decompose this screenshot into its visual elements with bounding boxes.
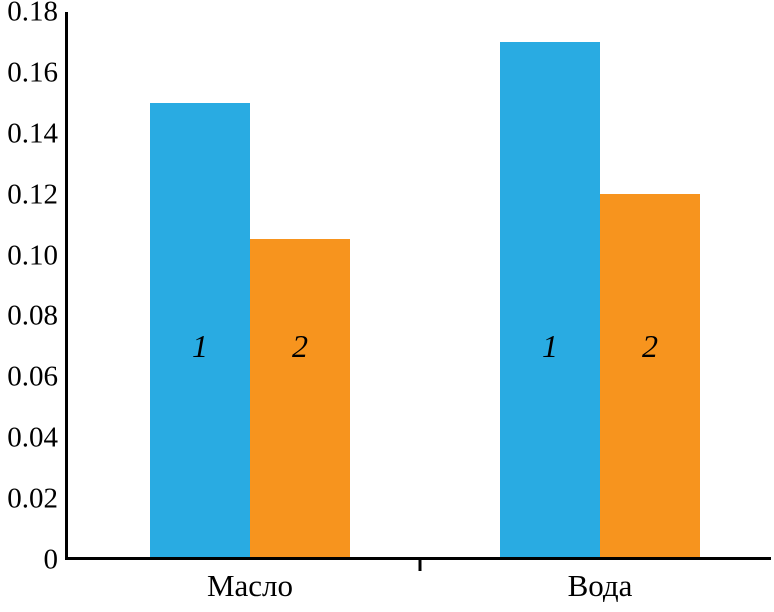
bar-series-1-group-2: 1 bbox=[500, 42, 600, 557]
x-axis-labels: Масло Вода bbox=[68, 568, 771, 612]
x-axis-tick bbox=[418, 557, 421, 571]
bar-series-label: 2 bbox=[642, 328, 658, 364]
y-tick-label: 0.08 bbox=[7, 299, 58, 332]
bar-series-label: 1 bbox=[192, 328, 208, 364]
bar-series-1-group-1: 1 bbox=[150, 102, 250, 557]
y-tick-label: 0.02 bbox=[7, 482, 58, 515]
bar-series-label: 2 bbox=[292, 328, 308, 364]
plot-area: 1 2 1 2 bbox=[65, 12, 771, 571]
y-tick-label: 0.04 bbox=[7, 421, 58, 454]
x-category-label: Вода bbox=[567, 568, 633, 603]
y-tick-label: 0.16 bbox=[7, 56, 58, 89]
x-category-label: Масло bbox=[206, 568, 294, 603]
y-tick-label: 0.14 bbox=[7, 117, 58, 150]
y-axis-labels: 0 0.02 0.04 0.06 0.08 0.10 0.12 0.14 0.16 0.18 bbox=[0, 0, 58, 574]
y-tick-label: 0.18 bbox=[7, 0, 58, 28]
bar-series-label: 1 bbox=[542, 328, 558, 364]
y-tick-label: 0.06 bbox=[7, 360, 58, 393]
bar-series-2-group-1: 2 bbox=[250, 239, 350, 557]
bar-series-2-group-2: 2 bbox=[600, 193, 700, 557]
y-tick-label: 0.10 bbox=[7, 239, 58, 272]
y-tick-label: 0 bbox=[43, 543, 59, 576]
y-tick-label: 0.12 bbox=[7, 178, 58, 211]
